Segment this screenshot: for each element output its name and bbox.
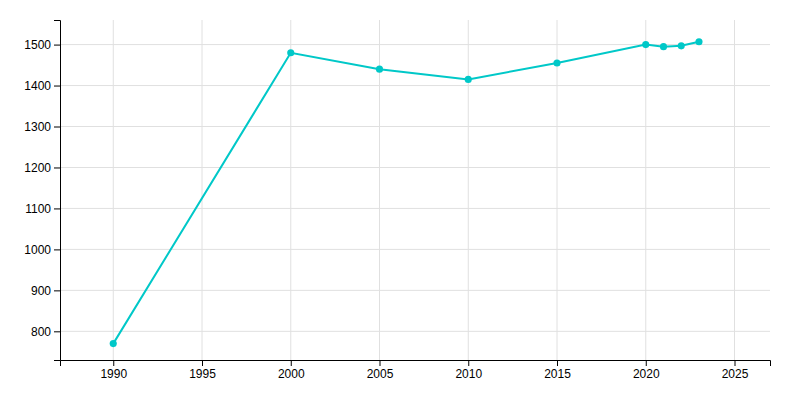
tick-label: 1500 <box>24 38 51 52</box>
plot: 1990 1995 2000 2005 2010 2015 2020 2025 800 900 10… <box>24 20 770 381</box>
grid-line-x <box>645 20 646 360</box>
tick: 1100 <box>25 202 60 216</box>
marker <box>553 59 560 66</box>
tick: 1400 <box>24 79 60 93</box>
axis-line <box>61 361 771 367</box>
grid-line-x <box>468 20 469 360</box>
grid-line-x <box>113 20 114 360</box>
tick-label: 1100 <box>25 202 51 216</box>
tick: 800 <box>31 325 60 339</box>
marker <box>287 49 294 56</box>
tick-label: 1200 <box>24 161 51 175</box>
tick-mark <box>291 360 292 366</box>
tick-mark <box>468 360 469 366</box>
tick: 2015 <box>544 360 571 381</box>
line <box>113 42 699 344</box>
tick: 1200 <box>24 161 60 175</box>
series <box>110 38 703 347</box>
tick-mark <box>54 127 60 128</box>
grid-line-x <box>557 20 558 360</box>
tick-mark <box>557 360 558 366</box>
grid <box>60 20 770 360</box>
axis-line <box>54 21 61 361</box>
marker <box>376 66 383 73</box>
tick-label: 2020 <box>633 367 660 381</box>
chart-svg: 1990 1995 2000 2005 2010 2015 2020 2025 800 900 10… <box>0 0 800 400</box>
tick-label: 1995 <box>189 367 216 381</box>
tick-label: 2010 <box>455 367 482 381</box>
tick: 1995 <box>189 360 216 381</box>
tick-mark <box>54 208 60 209</box>
tick-mark <box>54 290 60 291</box>
tick-label: 2005 <box>367 367 394 381</box>
tick-mark <box>54 86 60 87</box>
tick: 2005 <box>367 360 394 381</box>
marker <box>660 43 667 50</box>
tick: 900 <box>31 284 60 298</box>
tick: 1990 <box>100 360 127 381</box>
tick-label: 1300 <box>24 120 51 134</box>
tick: 2020 <box>633 360 660 381</box>
marker <box>110 340 117 347</box>
tick-mark <box>113 360 114 366</box>
grid-line-x <box>734 20 735 360</box>
tick: 1000 <box>24 243 60 257</box>
tick: 2000 <box>278 360 305 381</box>
tick-label: 800 <box>31 325 51 339</box>
marker <box>642 41 649 48</box>
tick-label: 1000 <box>24 243 51 257</box>
tick-mark <box>54 249 60 250</box>
tick: 1500 <box>24 38 60 52</box>
grid-line-y <box>60 208 770 209</box>
tick-label: 1990 <box>100 367 127 381</box>
marker <box>695 38 702 45</box>
x-axis: 1990 1995 2000 2005 2010 2015 2020 2025 <box>61 360 771 381</box>
grid-line-y <box>60 167 770 168</box>
tick-mark <box>646 360 647 366</box>
tick-label: 900 <box>31 284 51 298</box>
tick: 2025 <box>722 360 749 381</box>
tick: 2010 <box>455 360 482 381</box>
grid-line-y <box>60 331 770 332</box>
chart-container: 1990 1995 2000 2005 2010 2015 2020 2025 800 900 10… <box>0 0 800 400</box>
tick-mark <box>54 331 60 332</box>
tick-mark <box>735 360 736 366</box>
y-axis: 800 900 1000 1100 1200 1300 1400 1500 <box>24 21 60 361</box>
tick-label: 2000 <box>278 367 305 381</box>
tick-mark <box>54 45 60 46</box>
tick-mark <box>54 167 60 168</box>
tick-label: 2015 <box>544 367 571 381</box>
tick-label: 1400 <box>24 79 51 93</box>
marker <box>465 76 472 83</box>
grid-line-y <box>60 85 770 86</box>
tick-mark <box>380 360 381 366</box>
grid-line-x <box>290 20 291 360</box>
grid-line-y <box>60 126 770 127</box>
tick-mark <box>202 360 203 366</box>
grid-line-y <box>60 290 770 291</box>
tick-label: 2025 <box>722 367 749 381</box>
tick: 1300 <box>24 120 60 134</box>
grid-line-y <box>60 249 770 250</box>
marker <box>678 42 685 49</box>
grid-line-x <box>202 20 203 360</box>
